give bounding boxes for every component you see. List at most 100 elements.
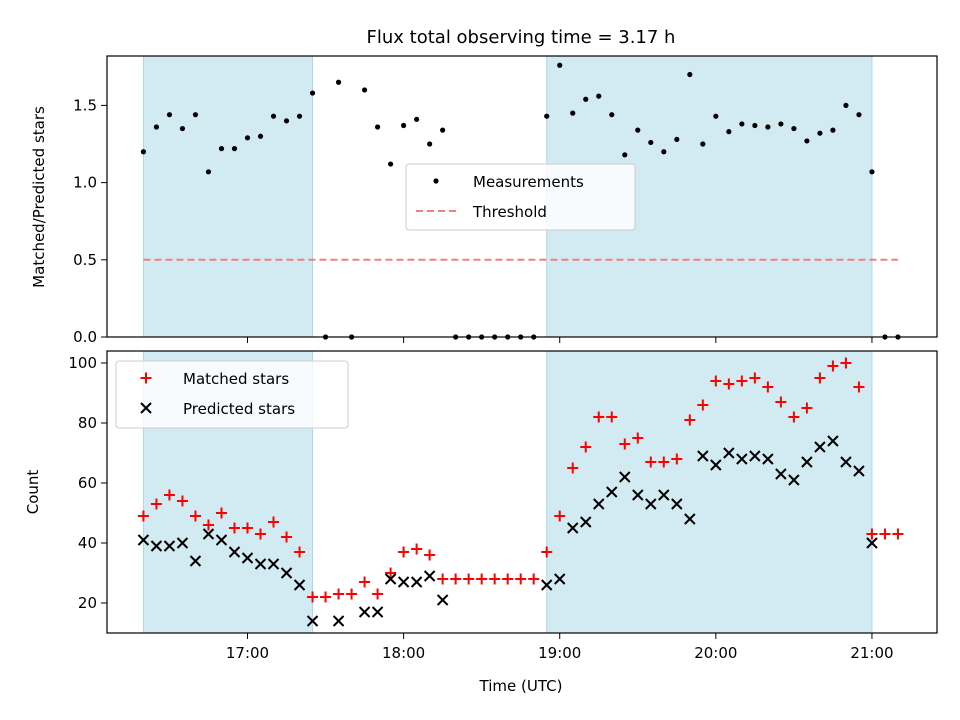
data-point [788, 474, 800, 486]
data-point [710, 375, 722, 387]
data-point [765, 124, 771, 130]
data-point [270, 113, 277, 119]
data-point [752, 122, 758, 129]
data-point [202, 528, 215, 540]
data-point [723, 447, 735, 459]
data-point [710, 459, 722, 471]
data-point [294, 546, 306, 558]
data-point [320, 591, 332, 603]
data-point [580, 441, 592, 453]
data-point [137, 510, 149, 522]
data-point [489, 573, 501, 585]
data-point [436, 594, 449, 606]
data-point [437, 573, 449, 585]
data-point [843, 102, 849, 109]
data-point [335, 79, 342, 85]
plot-frame [106, 55, 938, 338]
data-point [726, 129, 732, 135]
data-point [384, 573, 397, 585]
data-point [619, 438, 631, 450]
data-point [814, 441, 826, 453]
data-point [635, 127, 641, 133]
data-point [440, 127, 446, 133]
bottom-panel: 20 40 60 80 100 17:00 18:00 19:00 20:00 21:00 Matc… [68, 350, 938, 662]
shaded-interval-0 [142, 55, 314, 338]
data-point [606, 486, 618, 498]
data-point [528, 573, 540, 585]
top-panel: 0.0 0.5 1.0 1.5 Measurements Threshold [73, 55, 938, 346]
x-tick-label: 21:00 [850, 644, 893, 662]
y-tick-label: 0.0 [73, 328, 97, 346]
data-point [778, 121, 784, 127]
data-point [450, 573, 462, 585]
y-tick-label: 40 [78, 534, 97, 552]
data-point [228, 546, 241, 558]
data-point [775, 468, 787, 480]
data-point [583, 96, 589, 102]
data-point [476, 573, 488, 585]
data-point [645, 456, 657, 468]
data-point [817, 130, 823, 136]
data-point [557, 62, 563, 68]
data-point [648, 139, 654, 146]
data-point [268, 516, 280, 528]
x-tick-label: 19:00 [538, 644, 581, 662]
x-axis-label: Time (UTC) [479, 677, 563, 695]
data-point [830, 127, 836, 133]
data-point [736, 375, 748, 387]
data-point [632, 432, 644, 444]
data-point [762, 381, 774, 393]
data-point [814, 372, 826, 384]
data-point [762, 453, 774, 465]
data-point [671, 498, 683, 510]
data-point [879, 528, 891, 540]
top-y-axis-label: Matched/Predicted stars [30, 106, 48, 288]
data-point [684, 513, 696, 525]
y-tick-label: 1.0 [73, 174, 97, 192]
data-point [544, 113, 550, 119]
data-point [502, 573, 514, 585]
data-point [309, 90, 316, 96]
data-point [153, 124, 160, 130]
data-point [674, 136, 680, 142]
shaded-interval-1 [546, 350, 873, 634]
data-point [687, 71, 693, 78]
data-point [869, 169, 875, 175]
data-point [397, 576, 410, 588]
data-point [163, 489, 175, 501]
data-point [332, 615, 345, 627]
data-point [567, 462, 579, 474]
legend-box [115, 360, 349, 429]
data-point [283, 118, 290, 124]
data-point [788, 411, 800, 423]
series-measurements [140, 62, 901, 340]
data-point [231, 146, 238, 152]
data-point [645, 498, 657, 510]
data-point [554, 510, 566, 522]
data-point [749, 450, 761, 462]
data-point [541, 579, 553, 591]
data-point [242, 522, 254, 534]
data-point [398, 546, 410, 558]
data-point [218, 146, 225, 152]
y-tick-label: 20 [78, 594, 97, 612]
data-point [515, 573, 527, 585]
data-point [215, 534, 228, 546]
data-point [254, 558, 267, 570]
data-point [388, 161, 394, 167]
data-point [410, 576, 423, 588]
data-point [684, 414, 696, 426]
data-point [150, 540, 163, 552]
data-point [296, 113, 303, 119]
data-point [166, 112, 173, 118]
legend-marker [140, 402, 152, 414]
data-point [163, 540, 176, 552]
data-point [567, 522, 579, 534]
legend-marker [140, 372, 152, 384]
data-point [215, 507, 227, 519]
data-point [749, 372, 761, 384]
data-point [596, 93, 602, 99]
plot-frame [106, 350, 938, 634]
data-point [267, 558, 280, 570]
